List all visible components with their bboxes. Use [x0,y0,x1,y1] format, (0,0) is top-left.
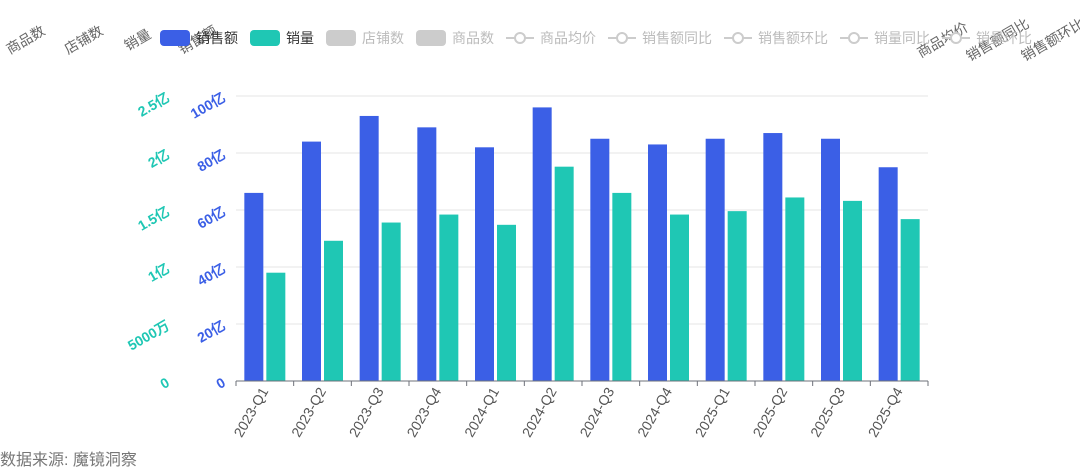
legend-item-1[interactable]: 销量 [250,28,314,48]
legend-item-5[interactable]: 销售额同比 [608,28,712,48]
y-right-tick-label-4: 2亿 [145,146,172,171]
x-tick-label-9: 2025-Q2 [749,384,790,439]
bar-sales-7 [648,144,667,381]
legend-swatch-7 [840,30,868,46]
y-left-tick-label-0: 0 [213,374,228,392]
legend: 销售额 销量 店铺数 商品数 商品均价 销售额同比 销售额环比 销量同比 销量环比 [160,27,1044,49]
bar-sales-11 [878,167,898,381]
x-tick-label-2: 2023-Q3 [346,384,387,439]
y-left-tick-label-3: 60亿 [194,203,228,232]
bar-sales-0 [244,192,264,381]
y-right-tick-label-3: 1.5亿 [135,203,172,234]
bar-sales-6 [590,138,610,381]
axis-name-2: 销量 [121,26,153,54]
x-tick-label-5: 2024-Q2 [519,384,560,439]
legend-label-3: 商品数 [452,30,494,46]
bar-volume-8 [727,211,747,381]
bar-sales-3 [417,127,437,381]
legend-item-8[interactable]: 销量环比 [942,28,1032,48]
bar-volume-6 [612,192,632,381]
bar-sales-9 [763,133,783,381]
bar-sales-2 [359,115,379,381]
x-tick-label-7: 2024-Q4 [634,384,675,439]
bar-sales-1 [302,141,321,381]
y-right-tick-label-2: 1亿 [145,260,172,285]
bar-volume-3 [439,214,459,381]
legend-item-3[interactable]: 商品数 [416,28,494,48]
axis-name-0: 商品数 [3,22,47,57]
legend-swatch-0 [160,30,190,46]
bar-volume-10 [843,200,862,381]
x-tick-label-0: 2023-Q1 [230,384,271,439]
x-tick-label-8: 2025-Q1 [692,384,733,439]
axis-name-1: 店铺数 [61,22,105,57]
bar-volume-1 [324,240,343,381]
y-right-tick-label-1: 5000万 [125,317,172,353]
legend-label-2: 店铺数 [362,30,404,46]
legend-item-0[interactable]: 销售额 [160,28,238,48]
x-tick-label-4: 2024-Q1 [461,384,502,439]
data-source-note: 数据来源: 魔镜洞察 [0,452,137,469]
legend-item-4[interactable]: 商品均价 [506,28,596,48]
legend-swatch-6 [724,30,752,46]
bar-sales-4 [475,147,494,381]
legend-label-5: 销售额同比 [642,30,712,46]
legend-swatch-1 [250,30,280,46]
bar-volume-4 [497,224,516,381]
x-tick-label-10: 2025-Q3 [807,384,848,439]
legend-label-8: 销量环比 [976,30,1032,46]
legend-item-6[interactable]: 销售额环比 [724,28,828,48]
y-right-tick-label-5: 2.5亿 [135,89,172,120]
x-tick-label-11: 2025-Q4 [865,384,906,439]
bar-sales-5 [532,107,552,382]
legend-label-4: 商品均价 [540,30,596,46]
y-left-tick-label-2: 40亿 [194,260,228,289]
bar-sales-8 [705,138,725,381]
x-tick-label-1: 2023-Q2 [288,384,329,439]
bar-volume-7 [670,214,689,381]
y-right-tick-label-0: 0 [157,374,172,392]
bar-volume-2 [381,222,401,381]
legend-swatch-5 [608,30,636,46]
legend-label-1: 销量 [286,30,314,46]
legend-swatch-4 [506,30,534,46]
legend-label-6: 销售额环比 [758,30,828,46]
y-left-tick-label-4: 80亿 [194,146,228,175]
bar-volume-9 [785,197,805,381]
legend-label-7: 销量同比 [874,30,930,46]
bar-volume-5 [554,166,574,381]
x-tick-label-6: 2024-Q3 [576,384,617,439]
legend-swatch-3 [416,30,446,46]
legend-swatch-8 [942,30,970,46]
legend-item-2[interactable]: 店铺数 [326,28,404,48]
legend-swatch-2 [326,30,356,46]
bar-volume-0 [266,272,286,381]
bar-sales-10 [821,138,840,381]
x-tick-label-3: 2023-Q4 [403,384,444,439]
y-left-tick-label-1: 20亿 [194,317,228,346]
y-left-tick-label-5: 100亿 [188,89,228,122]
legend-label-0: 销售额 [196,30,238,46]
bar-volume-11 [900,219,920,381]
legend-item-7[interactable]: 销量同比 [840,28,930,48]
